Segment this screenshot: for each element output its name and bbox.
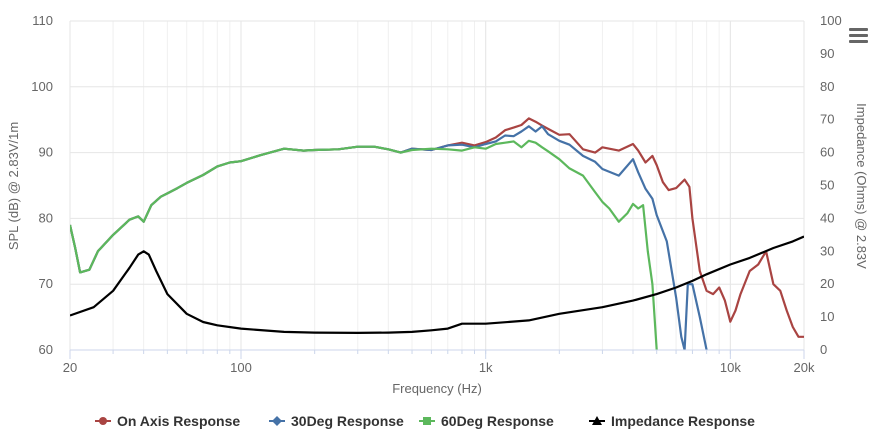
y2-tick-label: 20 xyxy=(820,276,834,291)
legend-item-30deg-response[interactable]: 30Deg Response xyxy=(269,413,404,429)
y2-tick-label: 70 xyxy=(820,112,834,127)
legend-item-impedance-response[interactable]: Impedance Response xyxy=(589,413,755,429)
x-tick-label: 20 xyxy=(63,360,77,375)
x-tick-label: 20k xyxy=(794,360,815,375)
y2-axis-title: Impedance (Ohms) @ 2.83V xyxy=(854,103,869,269)
y2-tick-label: 80 xyxy=(820,79,834,94)
impedance-response-line xyxy=(70,235,804,334)
legend-marker-square xyxy=(423,417,431,425)
y-tick-label: 70 xyxy=(39,276,53,291)
y-tick-label: 100 xyxy=(31,79,53,94)
x-axis-title: Frequency (Hz) xyxy=(392,381,482,396)
y-tick-label: 90 xyxy=(39,145,53,160)
y-tick-label: 110 xyxy=(32,13,53,28)
legend-item-60deg-response[interactable]: 60Deg Response xyxy=(419,413,554,429)
x-tick-label: 1k xyxy=(479,360,493,375)
y-axis-title: SPL (dB) @ 2.83V/1m xyxy=(6,122,21,250)
y2-tick-label: 100 xyxy=(820,13,842,28)
y2-tick-label: 0 xyxy=(820,342,827,357)
legend-marker-diamond xyxy=(272,416,282,426)
legend-item-on-axis-response[interactable]: On Axis Response xyxy=(95,413,240,429)
y2-tick-label: 50 xyxy=(820,178,834,193)
on-axis-response-line xyxy=(70,117,804,338)
axes: 20 100 1k 10k 20k 60 70 80 90 100 110 0 10 20 30 40 50 60… xyxy=(31,13,841,375)
60deg-response-line xyxy=(70,139,658,350)
x-tick-label: 100 xyxy=(230,360,252,375)
legend-marker-circle xyxy=(99,417,107,425)
legend-label: On Axis Response xyxy=(117,413,240,429)
y2-tick-label: 60 xyxy=(820,145,834,160)
y2-tick-label: 40 xyxy=(820,210,834,225)
legend: On Axis Response 30Deg Response 60Deg Resp… xyxy=(95,413,755,429)
y2-tick-label: 10 xyxy=(820,309,834,324)
menu-icon[interactable] xyxy=(849,26,869,48)
plot-area xyxy=(70,117,804,350)
legend-marker-triangle xyxy=(592,416,602,425)
x-tick-label: 10k xyxy=(720,360,741,375)
y2-tick-label: 90 xyxy=(820,46,834,61)
legend-label: 30Deg Response xyxy=(291,413,404,429)
legend-label: 60Deg Response xyxy=(441,413,554,429)
y2-tick-label: 30 xyxy=(820,243,834,258)
legend-label: Impedance Response xyxy=(611,413,755,429)
y-tick-label: 80 xyxy=(39,210,53,225)
y-tick-label: 60 xyxy=(39,342,53,357)
